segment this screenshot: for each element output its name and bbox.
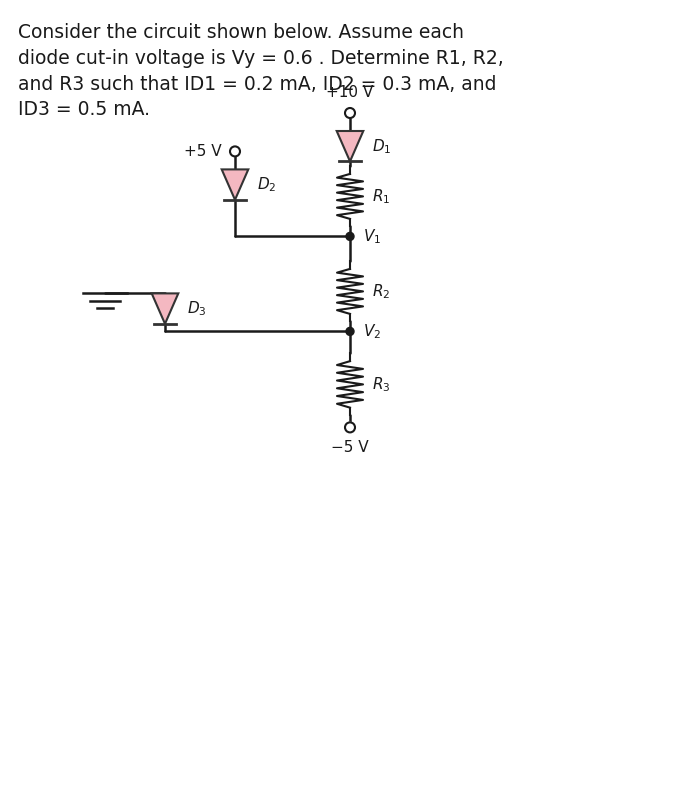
- Text: $R_2$: $R_2$: [372, 282, 390, 301]
- Text: $D_1$: $D_1$: [372, 136, 391, 156]
- Text: $D_2$: $D_2$: [257, 176, 276, 194]
- Polygon shape: [337, 131, 363, 161]
- Circle shape: [346, 232, 354, 240]
- Polygon shape: [221, 169, 248, 200]
- Text: +5 V: +5 V: [185, 144, 222, 159]
- Text: −5 V: −5 V: [331, 440, 369, 456]
- Circle shape: [345, 108, 355, 118]
- Circle shape: [230, 146, 240, 156]
- Text: $V_1$: $V_1$: [363, 227, 381, 246]
- Circle shape: [346, 327, 354, 335]
- Text: $V_2$: $V_2$: [363, 322, 381, 341]
- Text: +10 V: +10 V: [326, 85, 373, 100]
- Text: $R_3$: $R_3$: [372, 375, 391, 393]
- Text: $R_1$: $R_1$: [372, 187, 390, 206]
- Circle shape: [345, 422, 355, 433]
- Polygon shape: [152, 294, 178, 324]
- Text: $D_3$: $D_3$: [187, 299, 207, 318]
- Text: Consider the circuit shown below. Assume each
diode cut-in voltage is Vy = 0.6 .: Consider the circuit shown below. Assume…: [18, 23, 504, 119]
